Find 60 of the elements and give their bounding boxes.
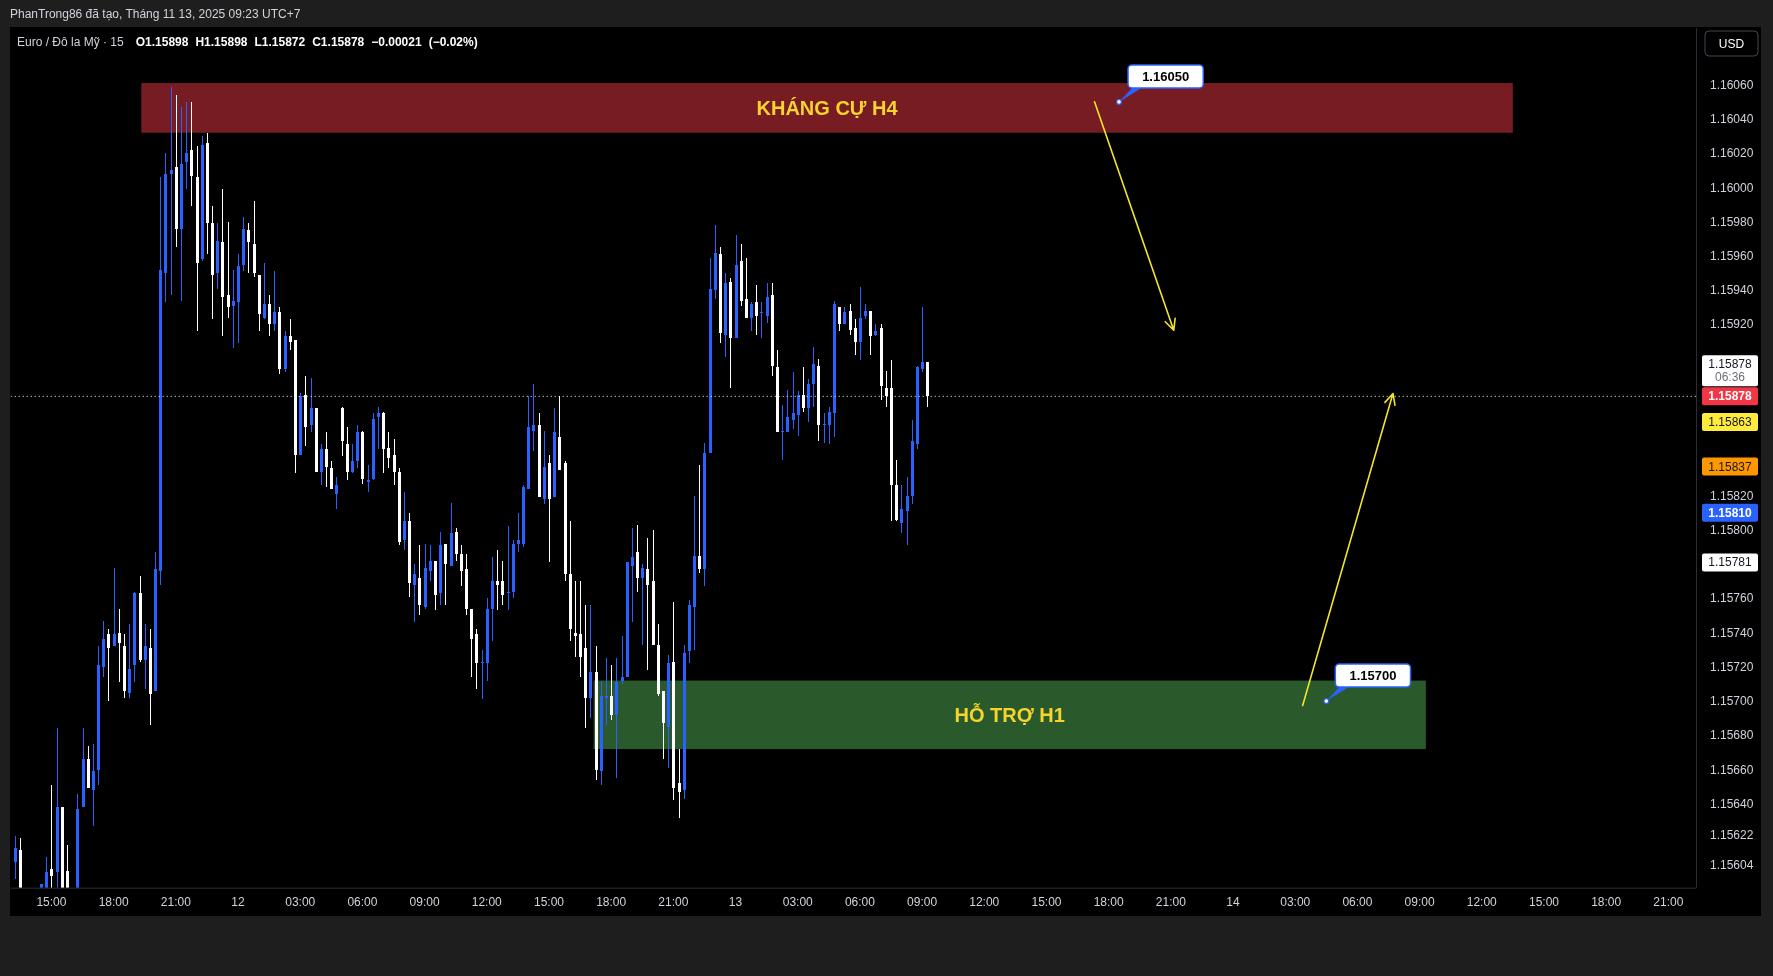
x-tick-label: 15:00 bbox=[1031, 894, 1062, 909]
x-tick-label: 03:00 bbox=[1280, 894, 1311, 909]
text: 1.15837 bbox=[1708, 459, 1753, 474]
x-tick-label: 18:00 bbox=[1591, 894, 1622, 909]
x-tick-label: 06:00 bbox=[844, 894, 876, 909]
y-tick-label: 1.15920 bbox=[1710, 317, 1754, 332]
y-tick-label: 1.15760 bbox=[1710, 591, 1754, 606]
band-label: KHÁNG CỰ H4 bbox=[756, 96, 899, 119]
x-tick-label: 06:00 bbox=[347, 894, 378, 909]
x-tick-label: 21:00 bbox=[1155, 894, 1187, 909]
x-tick-label: 13 bbox=[728, 894, 743, 909]
y-tick-label: 1.15640 bbox=[1710, 796, 1754, 811]
x-tick-label: 09:00 bbox=[1404, 894, 1435, 909]
text: Euro / Đô la Mỹ · 15 bbox=[17, 35, 125, 49]
x-tick-label: 21:00 bbox=[658, 894, 689, 909]
x-tick-label: 18:00 bbox=[596, 894, 627, 909]
x-tick-label: 12:00 bbox=[1466, 894, 1498, 909]
x-tick-label: 03:00 bbox=[782, 894, 814, 909]
x-tick-label: 14 bbox=[1226, 894, 1241, 909]
y-tick-label: 1.15660 bbox=[1710, 762, 1754, 777]
x-tick-label: 15:00 bbox=[533, 894, 565, 909]
x-tick-label: 09:00 bbox=[907, 894, 938, 909]
x-tick-label: 18:00 bbox=[98, 894, 129, 909]
y-tick-label: 1.15680 bbox=[1710, 728, 1754, 743]
x-tick-label: 12:00 bbox=[471, 894, 503, 909]
y-tick-label: 1.16000 bbox=[1710, 180, 1754, 195]
x-tick-label: 12:00 bbox=[969, 894, 1000, 909]
y-tick-label: 1.15604 bbox=[1710, 858, 1754, 873]
y-tick-label: 1.16040 bbox=[1710, 112, 1754, 127]
text: USD bbox=[1718, 36, 1745, 51]
y-tick-label: 1.15800 bbox=[1710, 522, 1754, 537]
x-tick-label: 15:00 bbox=[36, 894, 67, 909]
y-tick-label: 1.15980 bbox=[1710, 214, 1754, 229]
x-tick-label: 06:00 bbox=[1342, 894, 1373, 909]
x-tick-label: 15:00 bbox=[1528, 894, 1560, 909]
annotation: 1.16050 bbox=[1142, 68, 1190, 84]
text: 1.15863 bbox=[1708, 415, 1753, 430]
text: O1.15898 H1.15898 L1.15872 C1.15878 −0.00021 (−0.02%) bbox=[135, 35, 478, 49]
x-tick-label: 21:00 bbox=[1653, 894, 1684, 909]
x-tick-label: 03:00 bbox=[285, 894, 316, 909]
annotation: 1.15700 bbox=[1349, 668, 1397, 684]
ref-line-label: 1.15878 06:36 bbox=[1708, 357, 1753, 385]
y-tick-label: 1.15720 bbox=[1710, 659, 1754, 674]
text: 1.15810 bbox=[1708, 505, 1753, 520]
y-tick-label: 1.16020 bbox=[1710, 146, 1754, 161]
y-tick-label: 1.15622 bbox=[1710, 827, 1754, 842]
x-tick-label: 18:00 bbox=[1093, 894, 1125, 909]
x-tick-label: 09:00 bbox=[409, 894, 440, 909]
text: PhanTrong86 đã tạo, Tháng 11 13, 2025 09:23 UTC+7 bbox=[10, 7, 301, 21]
text: 1.15878 bbox=[1708, 389, 1753, 404]
y-tick-label: 1.15700 bbox=[1710, 694, 1754, 709]
y-tick-label: 1.15820 bbox=[1710, 488, 1754, 503]
y-tick-label: 1.15960 bbox=[1710, 248, 1754, 263]
y-tick-label: 1.15940 bbox=[1710, 283, 1754, 298]
band-label: HỖ TRỢ H1 bbox=[954, 702, 1065, 726]
x-tick-label: 21:00 bbox=[160, 894, 192, 909]
x-tick-label: 12 bbox=[231, 894, 246, 909]
y-tick-label: 1.16060 bbox=[1710, 77, 1754, 92]
text: 1.15781 bbox=[1708, 555, 1753, 570]
y-tick-label: 1.15740 bbox=[1710, 625, 1754, 640]
